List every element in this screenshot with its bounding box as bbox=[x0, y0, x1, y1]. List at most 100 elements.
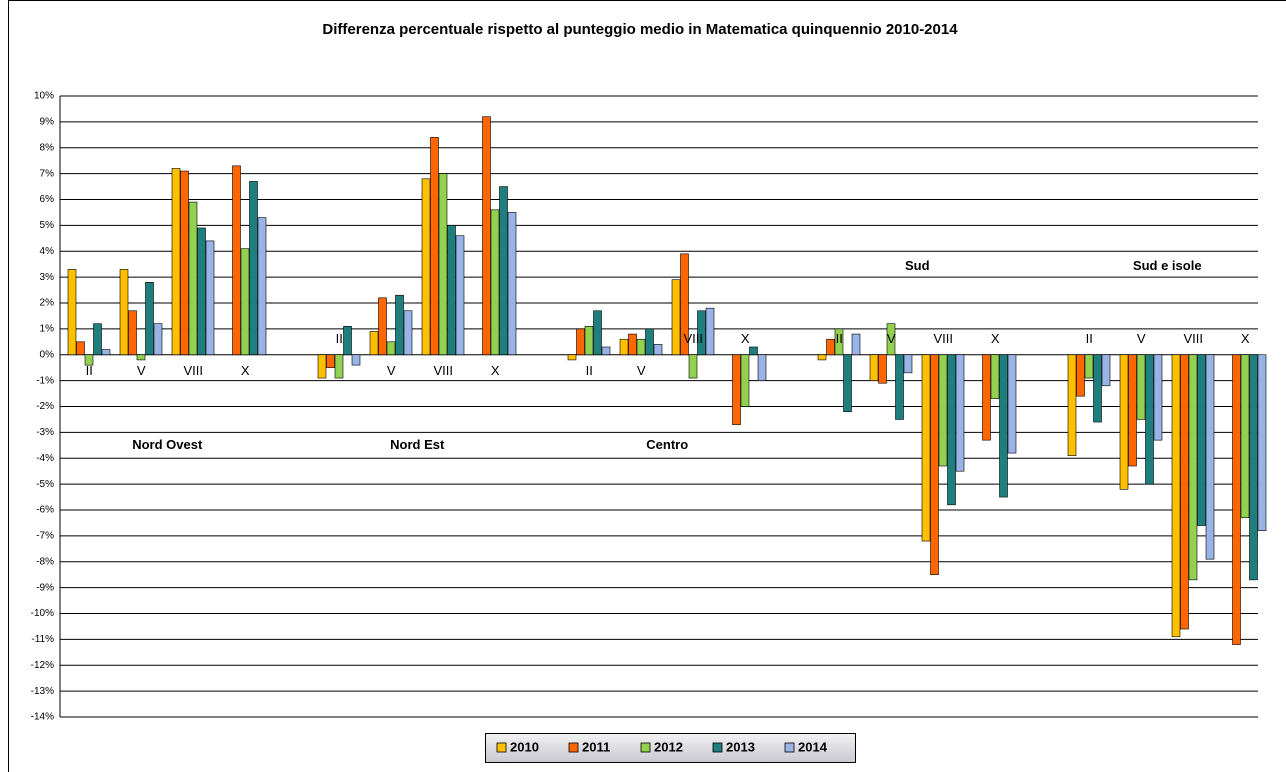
bar bbox=[351, 354, 361, 366]
bar bbox=[1101, 354, 1111, 387]
legend-swatch bbox=[784, 742, 795, 753]
bar bbox=[67, 269, 77, 356]
y-tick-label: -9% bbox=[36, 582, 54, 593]
y-tick-label: 3% bbox=[40, 272, 55, 283]
bar bbox=[834, 328, 844, 356]
bar bbox=[1007, 354, 1017, 454]
y-tick-label: -13% bbox=[31, 686, 54, 697]
bar bbox=[326, 354, 335, 368]
category-label: V bbox=[1137, 331, 1146, 346]
category-label: VIII bbox=[183, 363, 203, 378]
bar bbox=[886, 323, 896, 356]
bar bbox=[1249, 354, 1258, 581]
bar bbox=[499, 186, 508, 356]
bar bbox=[1257, 354, 1267, 531]
bar bbox=[1145, 354, 1154, 485]
bar bbox=[334, 354, 344, 379]
bar bbox=[507, 212, 517, 356]
bar bbox=[1076, 354, 1085, 397]
bar bbox=[584, 325, 594, 356]
bar bbox=[757, 354, 767, 381]
bar bbox=[369, 331, 379, 356]
region-label: Sud e isole bbox=[1133, 258, 1202, 273]
bar bbox=[749, 346, 758, 356]
chart-title: Differenza percentuale rispetto al punte… bbox=[322, 21, 958, 38]
bar bbox=[205, 240, 215, 356]
bar bbox=[1136, 354, 1146, 420]
category-label: V bbox=[637, 363, 646, 378]
bar bbox=[378, 297, 387, 356]
bar bbox=[119, 269, 129, 356]
bar bbox=[1171, 354, 1181, 638]
bar bbox=[128, 310, 137, 356]
y-tick-label: 0% bbox=[40, 349, 55, 360]
bar bbox=[343, 325, 352, 356]
category-label: X bbox=[741, 331, 750, 346]
bar bbox=[188, 201, 198, 356]
bar bbox=[257, 217, 267, 356]
category-label: II bbox=[586, 363, 593, 378]
bar bbox=[1197, 354, 1206, 526]
bar bbox=[671, 279, 681, 356]
bar bbox=[705, 307, 715, 356]
y-tick-label: -1% bbox=[36, 375, 54, 386]
bar bbox=[421, 178, 431, 356]
category-label: X bbox=[1241, 331, 1250, 346]
bar bbox=[688, 354, 698, 379]
bar bbox=[826, 338, 835, 356]
bar bbox=[740, 354, 750, 407]
bar bbox=[76, 341, 85, 356]
bar bbox=[1188, 354, 1198, 581]
bar bbox=[938, 354, 948, 467]
legend-swatch bbox=[640, 742, 651, 753]
category-label: II bbox=[836, 331, 843, 346]
bar bbox=[1119, 354, 1129, 490]
bar bbox=[93, 323, 102, 356]
bar bbox=[930, 354, 939, 575]
bar bbox=[576, 328, 585, 356]
bar bbox=[180, 170, 189, 356]
y-tick-label: 9% bbox=[40, 117, 55, 128]
y-tick-label: -3% bbox=[36, 427, 54, 438]
bar bbox=[455, 235, 465, 356]
category-label: VIII bbox=[933, 331, 953, 346]
legend-swatch bbox=[496, 742, 507, 753]
bar bbox=[403, 310, 413, 356]
y-tick-label: -6% bbox=[36, 505, 54, 516]
y-tick-label: -5% bbox=[36, 479, 54, 490]
y-tick-label: -10% bbox=[31, 608, 54, 619]
bar bbox=[697, 310, 706, 356]
bar bbox=[482, 116, 491, 356]
legend-swatch bbox=[712, 742, 723, 753]
bar bbox=[636, 338, 646, 356]
bar bbox=[843, 354, 852, 412]
y-tick-label: -14% bbox=[31, 712, 54, 723]
y-tick-label: 7% bbox=[40, 168, 55, 179]
category-label: VIII bbox=[1183, 331, 1203, 346]
bar bbox=[999, 354, 1008, 498]
bar bbox=[438, 173, 448, 356]
bar bbox=[851, 333, 861, 356]
bar bbox=[947, 354, 956, 506]
bar bbox=[593, 310, 602, 356]
bar bbox=[240, 248, 250, 356]
bar bbox=[430, 137, 439, 356]
bar bbox=[101, 349, 111, 356]
bar bbox=[567, 354, 577, 361]
category-label: X bbox=[241, 363, 250, 378]
bar bbox=[197, 227, 206, 356]
y-tick-label: 10% bbox=[34, 91, 54, 102]
bar bbox=[653, 344, 663, 356]
category-label: II bbox=[86, 363, 93, 378]
category-label: X bbox=[991, 331, 1000, 346]
category-label: V bbox=[137, 363, 146, 378]
y-tick-label: 5% bbox=[40, 220, 55, 231]
y-tick-label: 1% bbox=[40, 324, 55, 335]
bar bbox=[1180, 354, 1189, 630]
y-tick-label: -11% bbox=[31, 634, 54, 645]
bar bbox=[601, 346, 611, 356]
y-tick-label: -7% bbox=[36, 531, 54, 542]
region-label: Sud bbox=[905, 258, 930, 273]
y-tick-label: 2% bbox=[40, 298, 55, 309]
